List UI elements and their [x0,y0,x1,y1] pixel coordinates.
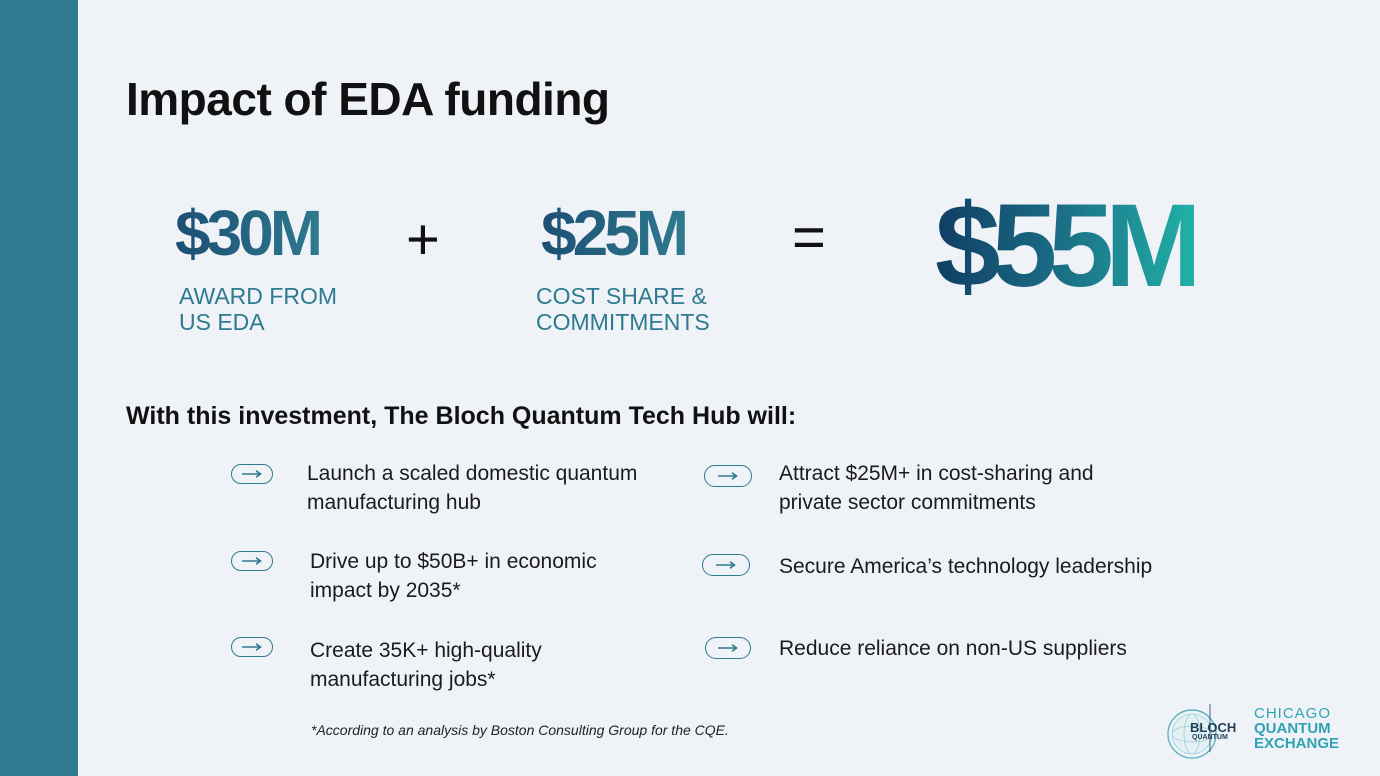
cost-share-caption-line1: COST SHARE & [536,283,707,309]
benefit-text: Reduce reliance on non-US suppliers [779,637,1127,660]
cost-share-amount: $25M [541,197,689,269]
arrow-right-pill-icon [231,464,273,484]
investment-subheading: With this investment, The Bloch Quantum … [126,402,797,430]
list-item [702,554,750,576]
benefit-text: Secure America’s technology leadership [779,555,1153,578]
arrow-right-pill-icon [705,637,751,659]
award-amount: $30M [175,197,323,269]
arrow-right-pill-icon [231,551,273,571]
list-item [705,637,751,659]
cqe-logo-line2: QUANTUM [1254,720,1331,737]
benefit-text: Launch a scaled domestic quantum manufac… [307,462,638,514]
award-caption-line2: US EDA [179,309,265,335]
arrow-right-pill-icon [231,637,273,657]
cqe-logo: CHICAGO QUANTUM EXCHANGE [1254,706,1339,751]
bloch-globe-icon [1167,704,1217,759]
arrow-right-pill-icon [704,465,752,487]
cost-share-caption: COST SHARE & COMMITMENTS [536,283,710,335]
plus-operator: + [406,207,440,272]
cqe-logo-line1: CHICAGO [1254,705,1332,722]
list-item [231,551,273,571]
bloch-logo-word: BLOCH [1190,720,1237,735]
cqe-logo-line3: EXCHANGE [1254,735,1340,752]
benefit-text: Create 35K+ high-quality manufacturing j… [310,639,542,691]
total-amount: $55M [935,180,1203,312]
slide-title: Impact of EDA funding [126,73,610,125]
list-item [704,465,752,487]
equals-operator: = [792,205,826,270]
left-accent-bar [0,0,78,776]
list-item [231,464,273,484]
partner-logos: BLOCH QUANTUM CHICAGO QUANTUM EXCHANGE [1166,700,1356,762]
award-caption-line1: AWARD FROM [179,283,338,309]
benefit-text: Drive up to $50B+ in economic impact by … [310,550,597,602]
list-item [231,637,273,657]
benefit-text: Attract $25M+ in cost-sharing and privat… [779,462,1094,514]
award-caption: AWARD FROM US EDA [179,283,337,335]
arrow-right-pill-icon [702,554,750,576]
footnote: *According to an analysis by Boston Cons… [311,722,729,738]
cost-share-caption-line2: COMMITMENTS [536,309,710,335]
bloch-logo-sub: QUANTUM [1192,734,1228,741]
